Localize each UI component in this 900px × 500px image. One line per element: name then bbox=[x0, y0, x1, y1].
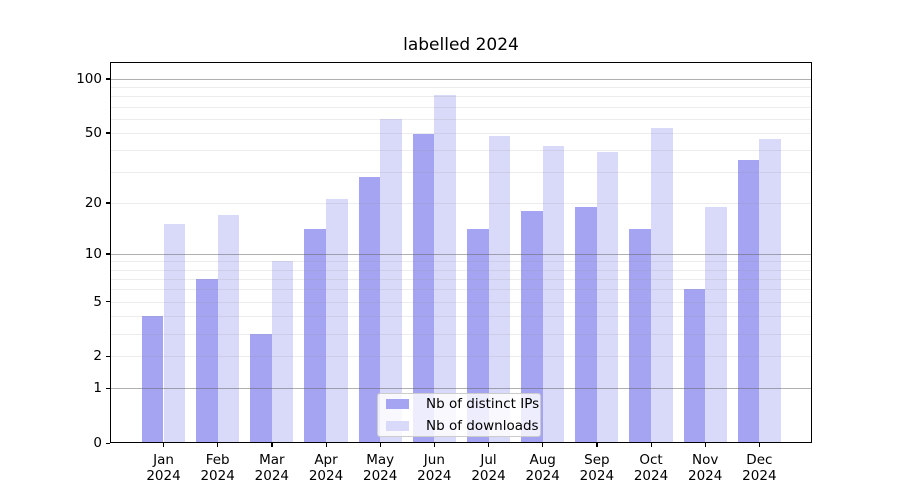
bar-ips-jul bbox=[466, 229, 489, 443]
gridline-minor-4 bbox=[110, 316, 812, 317]
gridline-minor-20 bbox=[110, 202, 812, 204]
x-tick-aug bbox=[542, 443, 544, 447]
bar-downloads-oct bbox=[651, 128, 673, 443]
x-tick-label-mar: Mar 2024 bbox=[254, 452, 289, 484]
bar-downloads-dec bbox=[759, 139, 781, 443]
gridline-minor-3 bbox=[110, 333, 812, 335]
x-tick-label-may: May 2024 bbox=[362, 452, 398, 484]
legend-row-ips: Nb of distinct IPs bbox=[386, 396, 539, 412]
y-tick-label-1: 1 bbox=[93, 380, 102, 397]
y-tick-5 bbox=[106, 301, 110, 303]
x-tick-label-sep: Sep 2024 bbox=[579, 452, 615, 484]
bar-ips-mar bbox=[250, 333, 272, 443]
bar-downloads-may bbox=[380, 118, 402, 443]
x-tick-label-nov: Nov 2024 bbox=[688, 452, 723, 484]
y-tick-1 bbox=[106, 387, 110, 390]
y-tick-0 bbox=[106, 442, 110, 444]
bar-downloads-aug bbox=[542, 146, 565, 443]
y-tick-label-50: 50 bbox=[84, 124, 102, 141]
x-tick-jan bbox=[163, 443, 165, 447]
chart-title: labelled 2024 bbox=[403, 35, 519, 55]
y-tick-100 bbox=[106, 78, 110, 80]
gridline-minor-9 bbox=[110, 261, 812, 263]
bar-ips-jan bbox=[141, 316, 164, 443]
y-tick-50 bbox=[106, 132, 110, 134]
gridline-minor-5 bbox=[110, 301, 812, 303]
legend-swatch-ips-icon bbox=[386, 399, 409, 409]
bar-downloads-mar bbox=[271, 261, 294, 443]
x-tick-mar bbox=[271, 443, 273, 447]
bar-ips-oct bbox=[629, 229, 652, 443]
x-tick-label-oct: Oct 2024 bbox=[633, 452, 669, 484]
bar-downloads-nov bbox=[705, 206, 727, 443]
x-tick-dec bbox=[758, 443, 761, 447]
bar-ips-may bbox=[358, 177, 381, 443]
x-tick-sep bbox=[596, 443, 598, 447]
y-tick-label-5: 5 bbox=[93, 293, 102, 310]
gridline-major-10 bbox=[110, 253, 812, 255]
bar-ips-nov bbox=[683, 289, 706, 443]
x-tick-nov bbox=[704, 443, 706, 447]
y-tick-label-20: 20 bbox=[84, 194, 102, 211]
plot-area bbox=[110, 62, 812, 443]
gridline-minor-8 bbox=[110, 269, 812, 271]
bar-downloads-jun bbox=[434, 95, 456, 443]
bar-ips-feb bbox=[196, 278, 218, 443]
x-tick-jun bbox=[433, 443, 436, 447]
x-tick-oct bbox=[650, 443, 652, 447]
x-tick-label-aug: Aug 2024 bbox=[525, 452, 560, 484]
y-tick-2 bbox=[106, 355, 110, 358]
x-tick-label-jan: Jan 2024 bbox=[146, 452, 181, 484]
legend-label-ips: Nb of distinct IPs bbox=[426, 396, 540, 412]
gridline-major-100 bbox=[110, 78, 812, 80]
x-tick-label-dec: Dec 2024 bbox=[742, 452, 777, 484]
gridline-minor-40 bbox=[110, 150, 812, 151]
bar-ips-jun bbox=[412, 134, 435, 443]
bar-downloads-sep bbox=[596, 151, 619, 443]
x-tick-apr bbox=[325, 443, 327, 447]
legend: Nb of distinct IPs Nb of downloads bbox=[377, 393, 541, 437]
x-tick-label-jun: Jun 2024 bbox=[417, 452, 452, 484]
legend-row-downloads: Nb of downloads bbox=[386, 418, 539, 434]
gridline-minor-90 bbox=[110, 87, 812, 89]
bar-downloads-feb bbox=[217, 214, 240, 443]
y-tick-label-0: 0 bbox=[93, 435, 102, 451]
x-tick-label-jul: Jul 2024 bbox=[471, 452, 506, 484]
bar-ips-dec bbox=[737, 160, 760, 443]
gridline-minor-80 bbox=[110, 96, 812, 98]
y-tick-10 bbox=[106, 253, 110, 255]
gridline-major-1 bbox=[110, 388, 812, 390]
y-tick-label-100: 100 bbox=[76, 70, 102, 87]
bar-downloads-jan bbox=[163, 224, 186, 443]
gridline-minor-70 bbox=[110, 106, 812, 108]
bar-ips-sep bbox=[575, 206, 597, 443]
gridline-minor-7 bbox=[110, 278, 812, 280]
y-tick-label-2: 2 bbox=[93, 348, 102, 365]
bar-ips-aug bbox=[521, 210, 543, 443]
x-tick-label-apr: Apr 2024 bbox=[308, 452, 344, 484]
gridline-minor-6 bbox=[110, 289, 812, 291]
x-tick-label-feb: Feb 2024 bbox=[200, 452, 235, 484]
x-tick-feb bbox=[217, 443, 219, 447]
legend-label-downloads: Nb of downloads bbox=[426, 418, 539, 434]
y-tick-label-10: 10 bbox=[84, 245, 102, 262]
legend-swatch-downloads-icon bbox=[386, 421, 409, 431]
y-tick-20 bbox=[106, 202, 110, 204]
bar-ips-apr bbox=[304, 229, 326, 443]
gridline-minor-2 bbox=[110, 356, 812, 358]
gridline-minor-50 bbox=[110, 132, 812, 134]
bar-downloads-apr bbox=[326, 199, 348, 443]
x-tick-may bbox=[379, 443, 381, 447]
gridline-minor-60 bbox=[110, 118, 812, 120]
x-tick-jul bbox=[488, 443, 490, 447]
bar-downloads-jul bbox=[488, 135, 511, 443]
gridline-minor-30 bbox=[110, 172, 812, 173]
